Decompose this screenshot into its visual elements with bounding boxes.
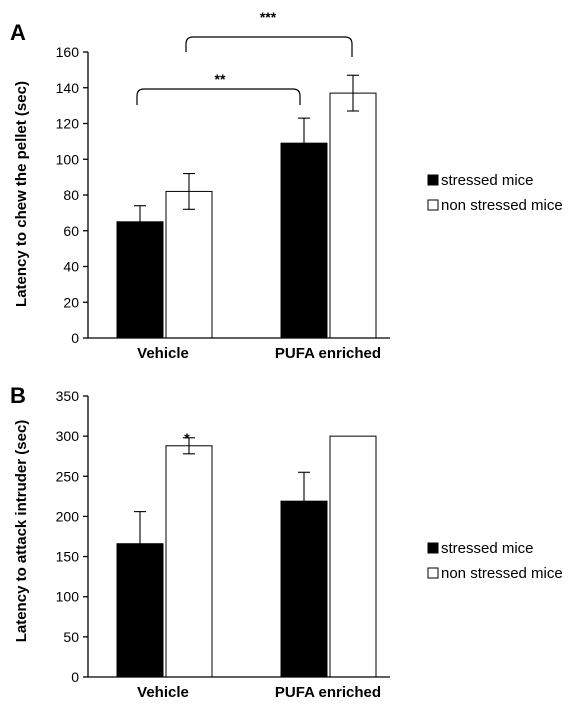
panel-a-significance-nonstressed: ***	[260, 9, 277, 25]
panel-a-legend-label-nonstressed: non stressed mice	[441, 197, 563, 214]
panel-a-bar-nonstressed	[329, 92, 377, 339]
panel-b-category-pufa: PUFA enriched	[275, 684, 381, 701]
panel-a-bracket-stressed	[136, 88, 301, 105]
panel-b-legend-label-stressed: stressed mice	[441, 540, 534, 557]
panel-b-bars	[116, 435, 377, 678]
panel-b-y-tick-label: 250	[56, 468, 80, 484]
panel-b-error-bars	[134, 437, 310, 577]
panel-a-y-tick-label: 160	[56, 44, 80, 60]
panel-b-legend-swatch-stressed	[427, 542, 439, 554]
panel-b-bar-nonstressed	[165, 445, 213, 678]
panel-a-y-tick-label: 80	[63, 187, 79, 203]
panel-b-letter: B	[10, 383, 26, 408]
panel-b-y-axis-label: Latency to attack intruder (sec)	[13, 420, 30, 643]
panel-a-y-tick-label: 40	[63, 259, 79, 275]
panel-b-legend-swatch-nonstressed	[427, 567, 439, 579]
panel-a-y-tick-label: 120	[56, 116, 80, 132]
panel-b-y-tick-label: 150	[56, 549, 80, 565]
panel-a-bracket-nonstressed	[185, 36, 353, 57]
panel-b-y-tick-label: 300	[56, 428, 80, 444]
panel-a-y-tick-label: 140	[56, 80, 80, 96]
panel-b-y-tick-label: 50	[63, 629, 79, 645]
panel-a-significance-stressed: **	[215, 71, 226, 87]
panel-a-bar-stressed	[116, 221, 164, 339]
panel-a-y-tick-label: 100	[56, 151, 80, 167]
panel-b-significance-vehicle: *	[184, 430, 190, 446]
panel-a-error-bars	[134, 74, 359, 239]
panel-a-bar-stressed	[280, 142, 328, 339]
panel-a-y-axis-label: Latency to chew the pellet (sec)	[13, 81, 30, 307]
panel-a: A Latency to chew the pellet (sec) 0 20 40…	[10, 9, 563, 362]
panel-a-y-tick-label: 20	[63, 294, 79, 310]
panel-a-legend-label-stressed: stressed mice	[441, 172, 534, 189]
panel-a-letter: A	[10, 20, 26, 45]
panel-b: B Latency to attack intruder (sec) 0 50 10…	[10, 383, 563, 701]
panel-b-y-tick-label: 100	[56, 589, 80, 605]
panel-b-category-vehicle: Vehicle	[137, 684, 189, 701]
panel-a-legend-swatch-stressed	[427, 174, 439, 186]
panel-b-legend-label-nonstressed: non stressed mice	[441, 565, 563, 582]
panel-a-category-pufa: PUFA enriched	[275, 345, 381, 362]
panel-a-legend: stressed mice non stressed mice	[427, 172, 563, 214]
panel-a-category-vehicle: Vehicle	[137, 345, 189, 362]
panel-b-legend: stressed mice non stressed mice	[427, 540, 563, 582]
panel-a-y-ticks: 0 20 40 60 80 100 120 140 160	[56, 44, 88, 346]
panel-a-legend-swatch-nonstressed	[427, 199, 439, 211]
panel-a-y-tick-label: 60	[63, 223, 79, 239]
panel-b-y-ticks: 0 50 100 150 200 250 300 350	[56, 388, 88, 685]
panel-a-y-tick-label: 0	[71, 330, 79, 346]
panel-b-bar-nonstressed	[329, 435, 377, 678]
panel-a-bars	[116, 92, 377, 339]
panel-a-bar-nonstressed	[165, 190, 213, 339]
panel-b-y-tick-label: 350	[56, 388, 80, 404]
panel-b-y-tick-label: 200	[56, 508, 80, 524]
panel-b-y-tick-label: 0	[71, 669, 79, 685]
